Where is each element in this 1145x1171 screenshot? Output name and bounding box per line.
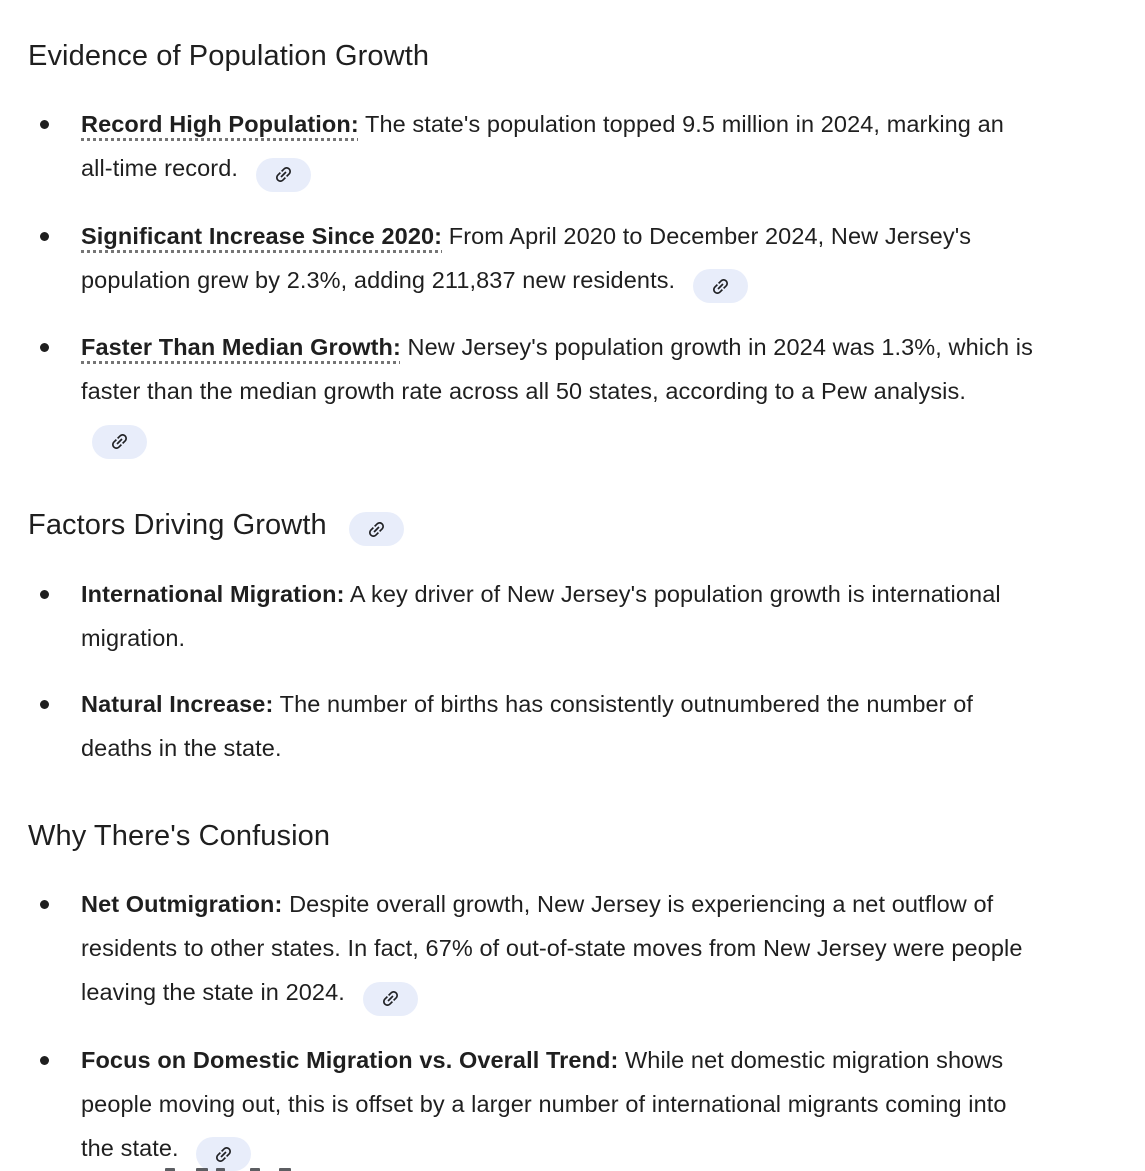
item-text: New Jersey's population growth in 2024 w… <box>81 334 1033 404</box>
section-heading-evidence: Evidence of Population Growth <box>28 40 430 72</box>
link-icon <box>275 167 291 182</box>
section-heading-factors: Factors Driving Growth <box>28 505 1089 546</box>
link-icon <box>368 521 384 537</box>
term-label: Natural Increase: <box>81 691 274 717</box>
list-item: International Migration: A key driver of… <box>28 572 1038 660</box>
item-text: While net domestic migration shows peopl… <box>81 1046 1007 1161</box>
item-text: From April 2020 to December 2024, New Je… <box>81 222 972 293</box>
list-item: Focus on Domestic Migration vs. Overall … <box>28 1038 1038 1171</box>
term-label[interactable]: Record High Population: <box>81 111 359 137</box>
source-link-chip[interactable] <box>255 157 311 192</box>
source-link-chip[interactable] <box>362 981 418 1016</box>
term-label[interactable]: Significant Increase Since 2020: <box>81 222 443 249</box>
list-item: Record High Population: The state's popu… <box>28 102 1038 192</box>
item-text: Despite overall growth, New Jersey is ex… <box>81 891 1023 1005</box>
clipped-next-line <box>0 1166 1145 1171</box>
source-link-chip[interactable] <box>692 269 748 303</box>
source-link-chip[interactable] <box>92 424 147 459</box>
section-heading-text: Factors Driving Growth <box>28 508 327 541</box>
bullet-list: Net Outmigration: Despite overall growth… <box>28 882 1089 1171</box>
bullet-list: Record High Population: The state's popu… <box>28 102 1089 459</box>
link-icon <box>216 1146 232 1162</box>
section-heading-confusion: Why There's Confusion <box>28 820 331 852</box>
list-item: Natural Increase: The number of births h… <box>28 682 1038 770</box>
term-label: Net Outmigration: <box>81 891 283 917</box>
item-text: The state's population topped 9.5 millio… <box>81 111 1004 181</box>
list-item: Net Outmigration: Despite overall growth… <box>28 882 1038 1016</box>
term-label[interactable]: Faster Than Median Growth: <box>81 334 401 360</box>
source-link-chip[interactable] <box>196 1137 252 1171</box>
link-icon <box>382 991 398 1006</box>
source-link-chip[interactable] <box>348 512 404 546</box>
bullet-list: International Migration: A key driver of… <box>28 572 1089 770</box>
term-label: International Migration: <box>81 581 345 607</box>
item-text: The number of births has consistently ou… <box>81 691 974 761</box>
link-icon <box>112 434 127 449</box>
list-item: Faster Than Median Growth: New Jersey's … <box>28 325 1038 459</box>
link-icon <box>712 278 728 294</box>
list-item: Significant Increase Since 2020: From Ap… <box>28 214 1038 303</box>
item-text: A key driver of New Jersey's population … <box>81 581 1001 651</box>
term-label: Focus on Domestic Migration vs. Overall … <box>81 1046 619 1073</box>
